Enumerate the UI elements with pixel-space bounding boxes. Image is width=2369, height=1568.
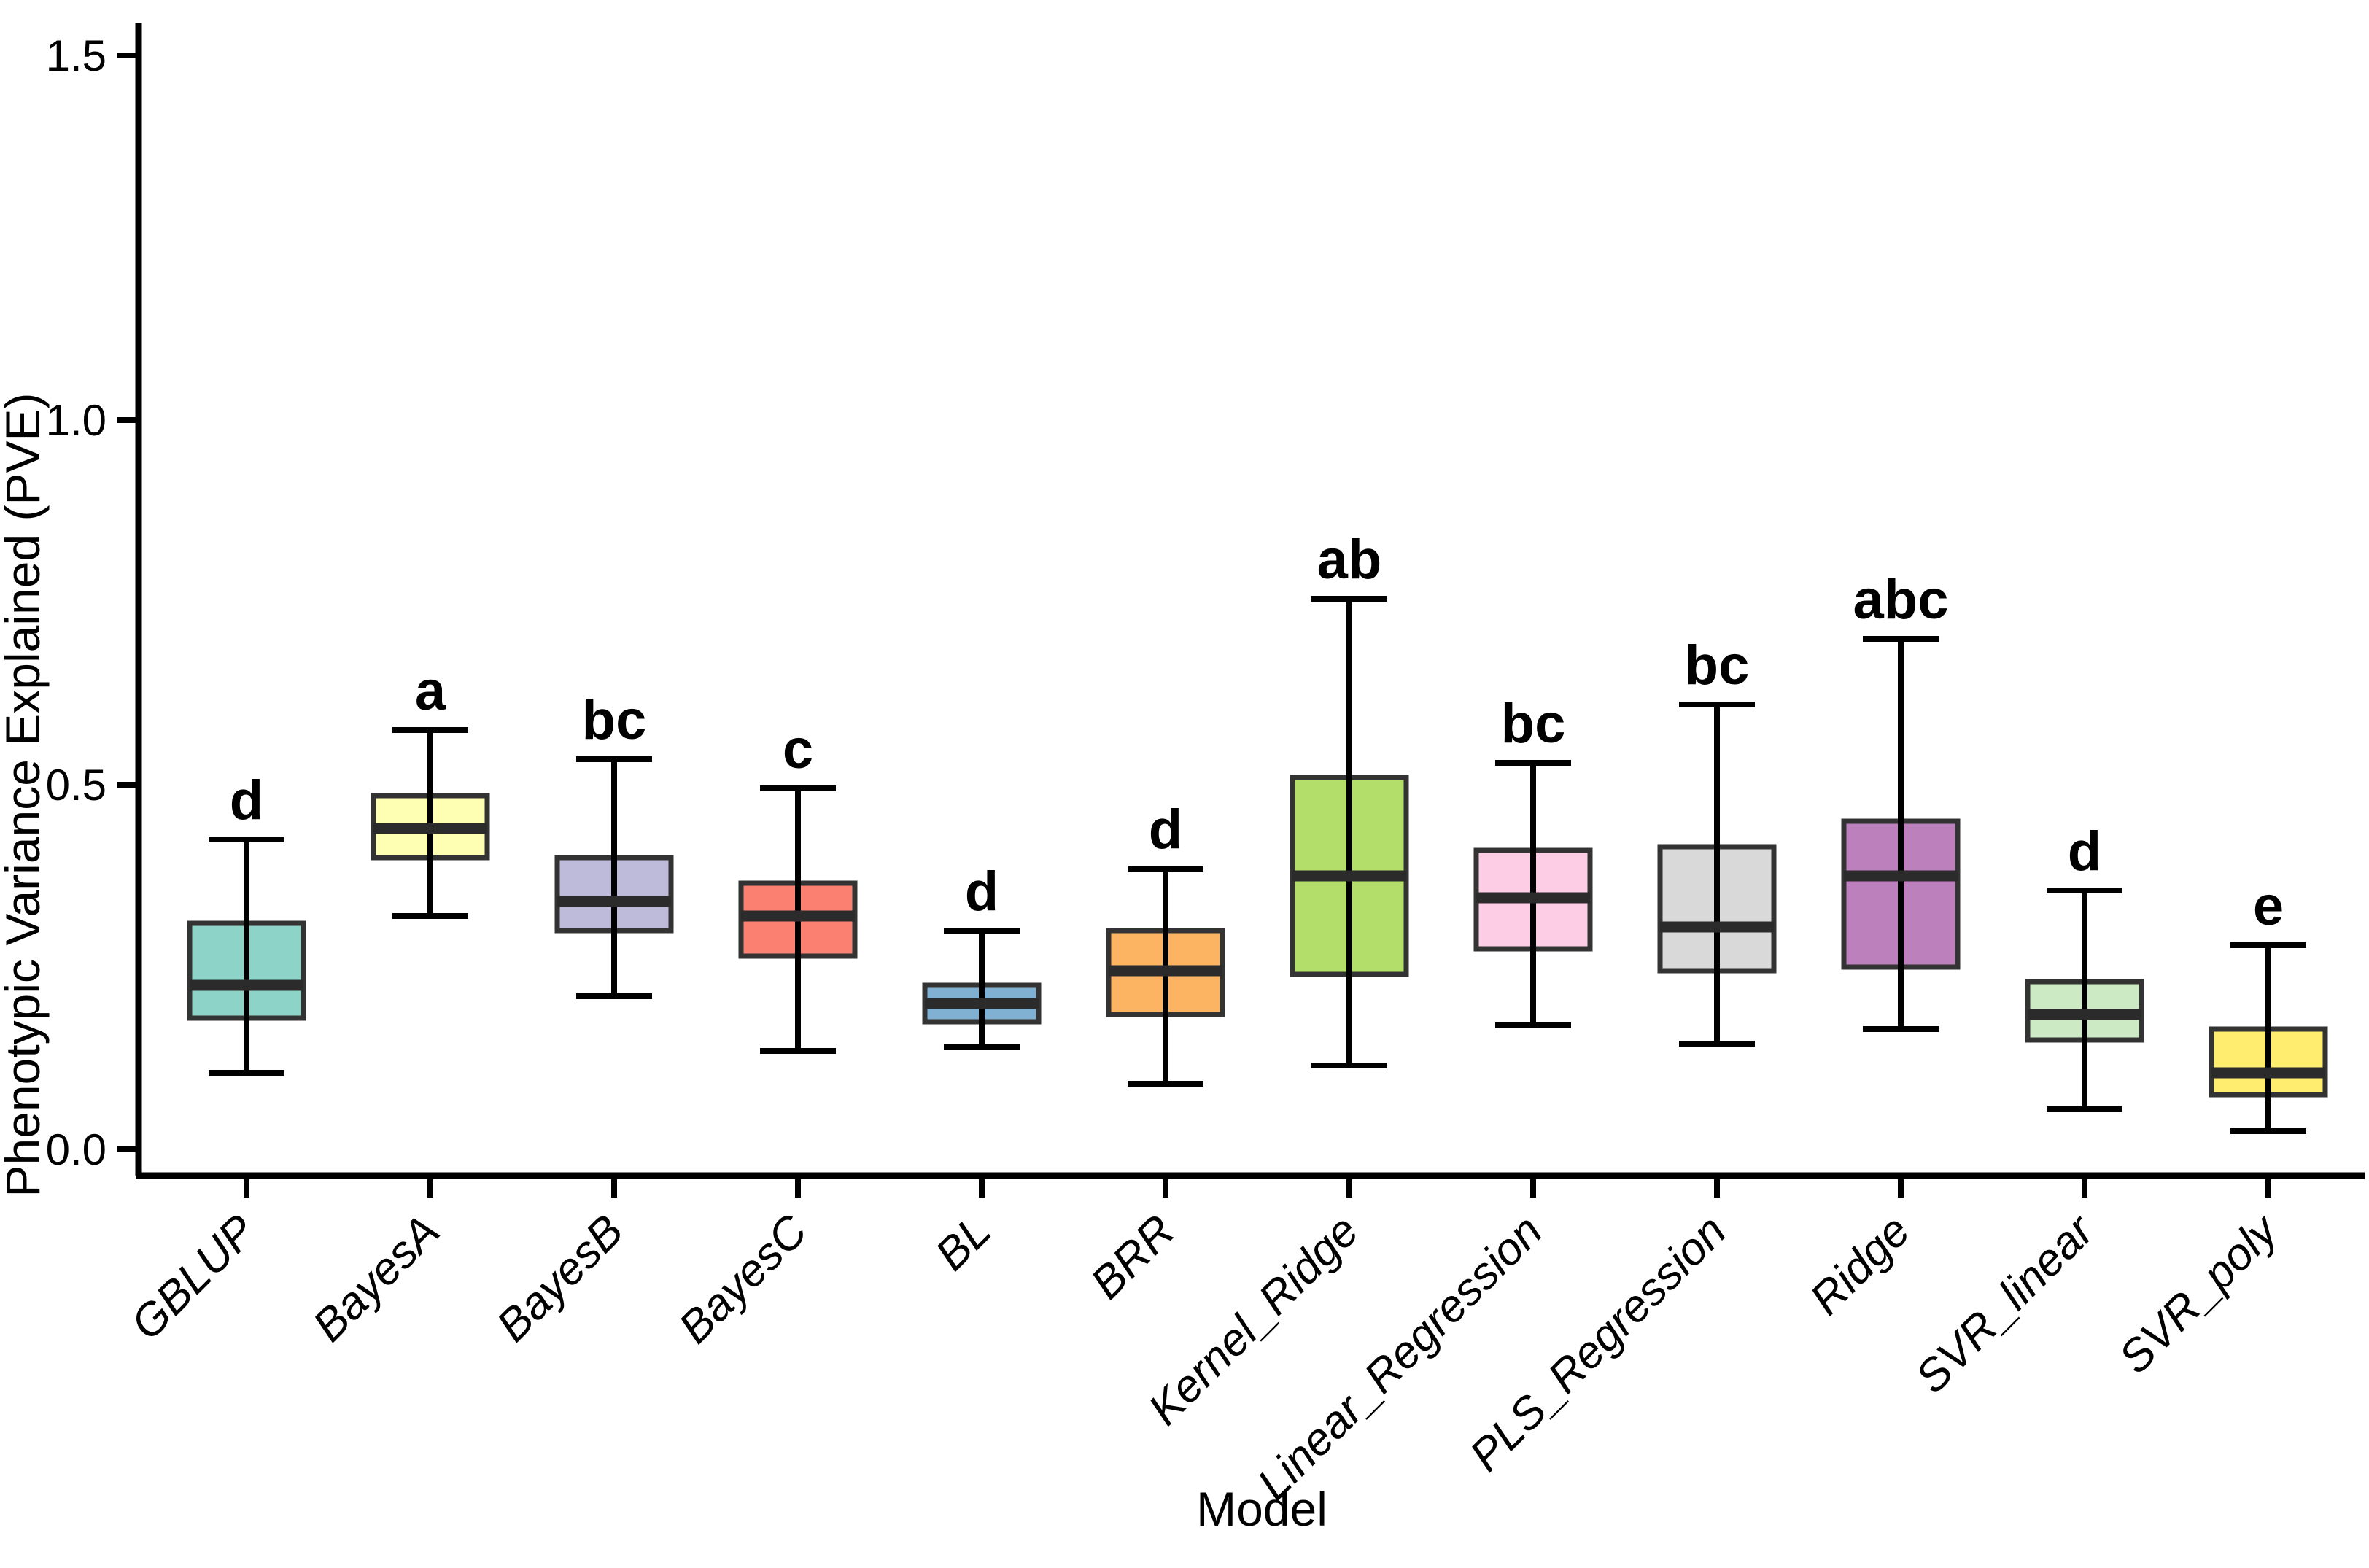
x-category-label-SVR_poly: SVR_poly: [2109, 1203, 2289, 1383]
significance-letter-SVR_poly: e: [2253, 875, 2284, 937]
significance-letter-Kernel_Ridge: ab: [1317, 529, 1382, 591]
significance-letter-SVR_linear: d: [2068, 820, 2101, 882]
x-category-label-BayesB: BayesB: [487, 1206, 633, 1351]
x-category-label-BayesC: BayesC: [670, 1205, 818, 1353]
significance-letter-Ridge: abc: [1853, 569, 1949, 631]
chart-content: 0.0 0.5 1.0 1.5 d GBLUP a BayesA bc BayesB c BayesC…: [46, 23, 2365, 1510]
x-category-label-SVR_linear: SVR_linear: [1906, 1204, 2104, 1402]
y-tick-label: 1.0: [46, 396, 106, 445]
significance-letter-BayesA: a: [415, 660, 446, 722]
y-tick-label: 0.5: [46, 761, 106, 810]
x-category-label-BayesA: BayesA: [303, 1206, 449, 1351]
significance-letter-BayesC: c: [783, 718, 813, 780]
significance-letter-Linear_Regression: bc: [1501, 693, 1566, 755]
significance-letter-GBLUP: d: [230, 769, 263, 831]
y-tick-label: 0.0: [46, 1125, 106, 1174]
significance-letter-BRR: d: [1149, 799, 1182, 861]
x-category-label-BL: BL: [926, 1206, 1000, 1280]
y-axis-title: Phenotypic Variance Explained (PVE): [0, 392, 50, 1197]
significance-letter-BL: d: [965, 861, 999, 923]
x-category-label-BRR: BRR: [1082, 1206, 1184, 1308]
significance-letter-PLS_Regression: bc: [1685, 634, 1750, 696]
x-category-label-GBLUP: GBLUP: [121, 1206, 265, 1349]
significance-letter-BayesB: bc: [582, 689, 647, 751]
y-tick-label: 1.5: [46, 31, 106, 80]
x-category-label-Ridge: Ridge: [1801, 1206, 1920, 1324]
x-axis-title: Model: [1196, 1482, 1327, 1536]
